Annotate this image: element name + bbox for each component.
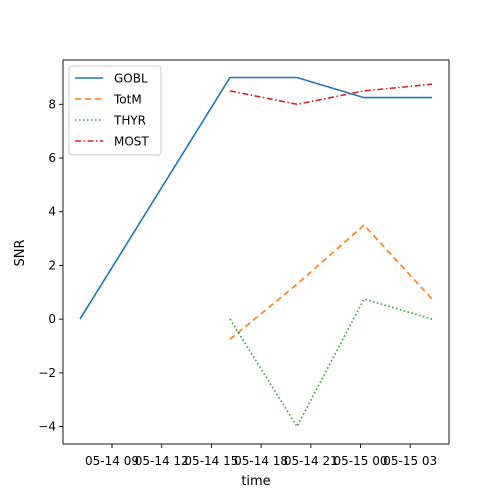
legend-label: GOBL: [114, 72, 148, 86]
y-tick-label: 0: [48, 312, 56, 326]
y-axis-label: SNR: [13, 239, 28, 266]
legend-label: MOST: [114, 135, 149, 149]
y-tick-label: 6: [48, 151, 56, 165]
series-line-totm: [229, 223, 433, 340]
x-tick-label: 05-15 00: [334, 454, 388, 468]
y-axis: −4 −2 0 2 4 6 8: [38, 97, 63, 434]
y-tick-label: 4: [48, 205, 56, 219]
legend: GOBL TotM THYR MOST: [68, 65, 162, 156]
x-tick-label: 05-14 09: [85, 454, 139, 468]
legend-label: THYR: [113, 114, 146, 128]
series-line-most: [229, 83, 433, 106]
axes-frame: [62, 59, 450, 445]
y-tick-label: −2: [38, 366, 56, 380]
x-axis-label: time: [241, 474, 270, 489]
x-tick-label: 05-14 18: [234, 454, 288, 468]
y-tick-label: 8: [48, 97, 56, 111]
y-tick-label: −4: [38, 420, 56, 434]
legend-box: [68, 65, 162, 156]
series-line-gobl: [79, 76, 432, 320]
legend-label: TotM: [113, 93, 142, 107]
x-tick-label: 05-15 03: [383, 454, 437, 468]
x-tick-label: 05-14 15: [184, 454, 238, 468]
y-tick-label: 2: [48, 258, 56, 272]
x-tick-label: 05-14 12: [135, 454, 189, 468]
x-tick-label: 05-14 21: [284, 454, 338, 468]
plot-area: [62, 59, 450, 445]
